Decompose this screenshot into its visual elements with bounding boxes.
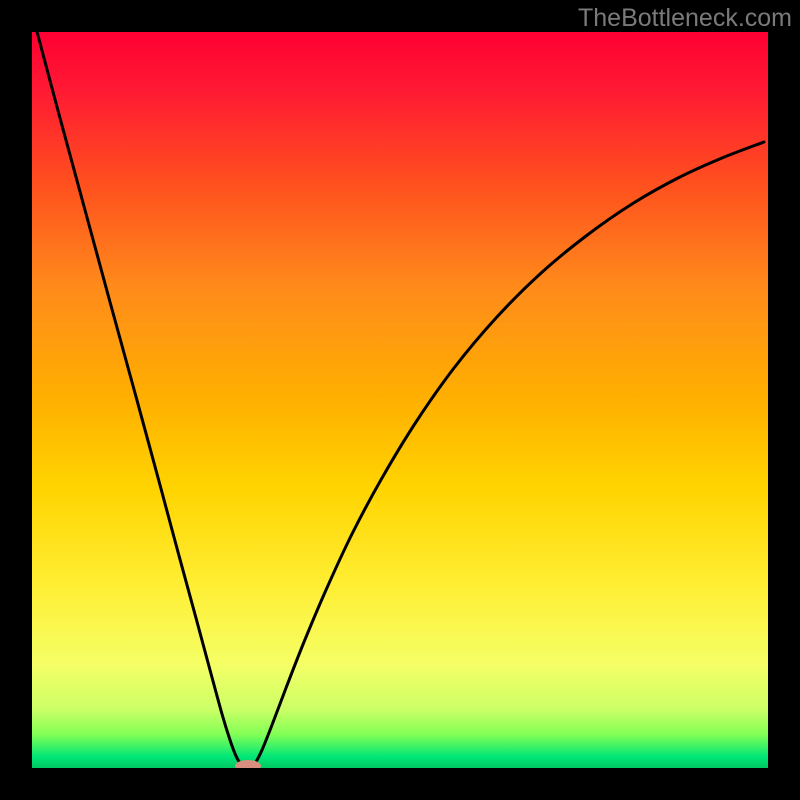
frame-left — [0, 0, 32, 800]
frame-bottom — [0, 768, 800, 800]
watermark-text: TheBottleneck.com — [578, 4, 792, 33]
plot-area — [32, 32, 768, 768]
gradient-background — [32, 32, 768, 768]
curve-svg — [0, 0, 800, 800]
frame-right — [768, 0, 800, 800]
